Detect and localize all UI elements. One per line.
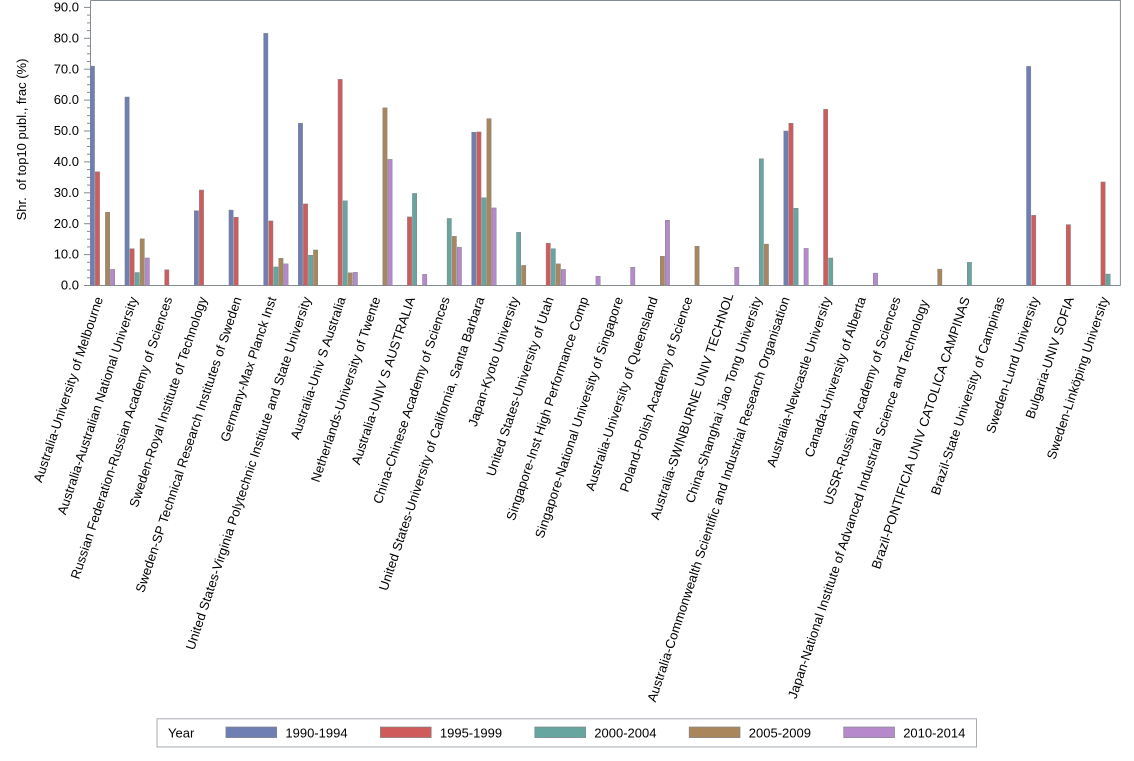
svg-text:30.0: 30.0: [54, 185, 79, 200]
svg-text:1995-1999: 1995-1999: [440, 726, 502, 741]
svg-text:2005-2009: 2005-2009: [749, 726, 811, 741]
svg-text:80.0: 80.0: [54, 30, 79, 45]
svg-text:90.0: 90.0: [54, 0, 79, 15]
svg-text:Shr. of top10 publ., frac (%): Shr. of top10 publ., frac (%): [14, 59, 29, 221]
svg-text:2000-2004: 2000-2004: [594, 726, 656, 741]
svg-text:2010-2014: 2010-2014: [903, 726, 965, 741]
svg-text:40.0: 40.0: [54, 154, 79, 169]
svg-text:0.0: 0.0: [61, 278, 79, 293]
svg-text:1990-1994: 1990-1994: [285, 726, 347, 741]
svg-text:50.0: 50.0: [54, 123, 79, 138]
svg-text:Year: Year: [168, 726, 195, 741]
svg-text:10.0: 10.0: [54, 247, 79, 262]
svg-text:70.0: 70.0: [54, 61, 79, 76]
svg-text:20.0: 20.0: [54, 216, 79, 231]
svg-text:60.0: 60.0: [54, 92, 79, 107]
